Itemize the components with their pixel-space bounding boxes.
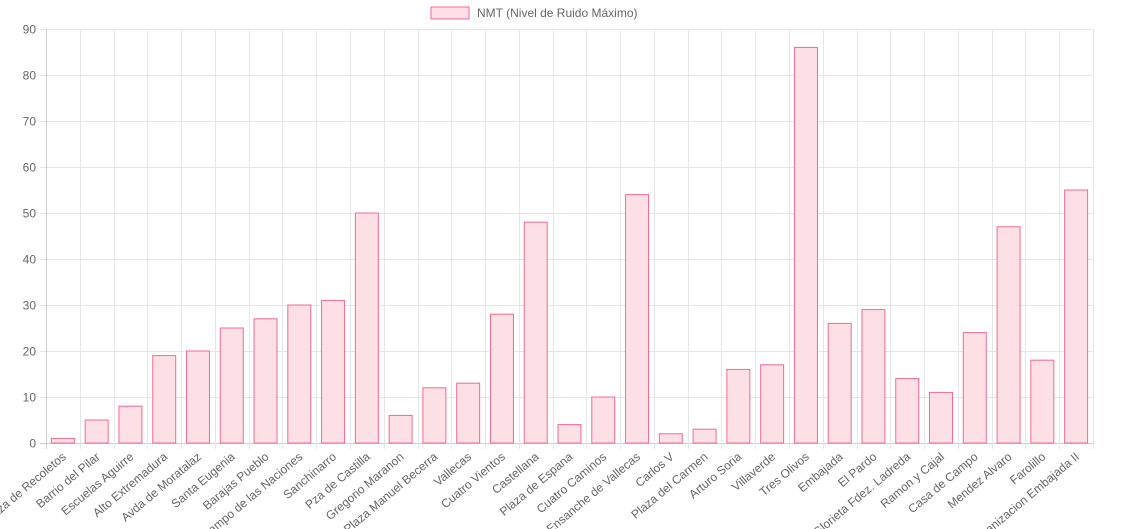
grid (40, 29, 1094, 449)
y-tick-label: 40 (23, 253, 37, 267)
y-tick-label: 80 (23, 69, 37, 83)
bar[interactable] (152, 355, 177, 444)
y-tick-label: 60 (23, 161, 37, 175)
y-tick-label: 10 (23, 391, 37, 405)
bar[interactable] (793, 46, 818, 444)
bar[interactable] (861, 309, 886, 444)
bar[interactable] (523, 221, 548, 444)
y-tick-label: 90 (23, 23, 37, 37)
bar[interactable] (186, 350, 210, 444)
bar[interactable] (388, 414, 413, 444)
bar[interactable] (929, 391, 954, 444)
bar[interactable] (996, 226, 1021, 444)
bar[interactable] (489, 313, 514, 444)
bars (50, 46, 1089, 444)
bar[interactable] (760, 364, 785, 444)
bar[interactable] (591, 396, 616, 444)
y-tick-label: 30 (23, 299, 37, 313)
bar[interactable] (557, 424, 582, 444)
bar[interactable] (118, 405, 143, 444)
bar[interactable] (1030, 359, 1055, 444)
y-tick-label: 70 (23, 115, 37, 129)
bar[interactable] (354, 212, 379, 444)
bar[interactable] (219, 327, 244, 444)
bar[interactable] (1064, 189, 1089, 444)
bar[interactable] (84, 419, 109, 444)
legend[interactable]: NMT (Nivel de Ruido Máximo) (430, 6, 637, 20)
bar[interactable] (50, 437, 75, 444)
bar[interactable] (456, 382, 481, 444)
legend-label[interactable]: NMT (Nivel de Ruido Máximo) (477, 6, 637, 20)
bar[interactable] (962, 332, 987, 444)
bar[interactable] (321, 299, 346, 444)
y-tick-label: 20 (23, 345, 37, 359)
bar[interactable] (827, 322, 852, 444)
y-axis-ticks: 0 10 20 30 40 50 60 70 80 90 (23, 23, 37, 451)
bar[interactable] (726, 368, 751, 444)
bar[interactable] (692, 428, 717, 444)
bar[interactable] (658, 433, 683, 444)
bar[interactable] (895, 378, 920, 444)
bar[interactable] (422, 387, 447, 444)
legend-swatch[interactable] (430, 6, 470, 20)
bar[interactable] (625, 194, 650, 444)
y-tick-label: 0 (29, 437, 36, 451)
bar[interactable] (287, 304, 312, 444)
y-tick-label: 50 (23, 207, 37, 221)
bar[interactable] (253, 318, 278, 444)
